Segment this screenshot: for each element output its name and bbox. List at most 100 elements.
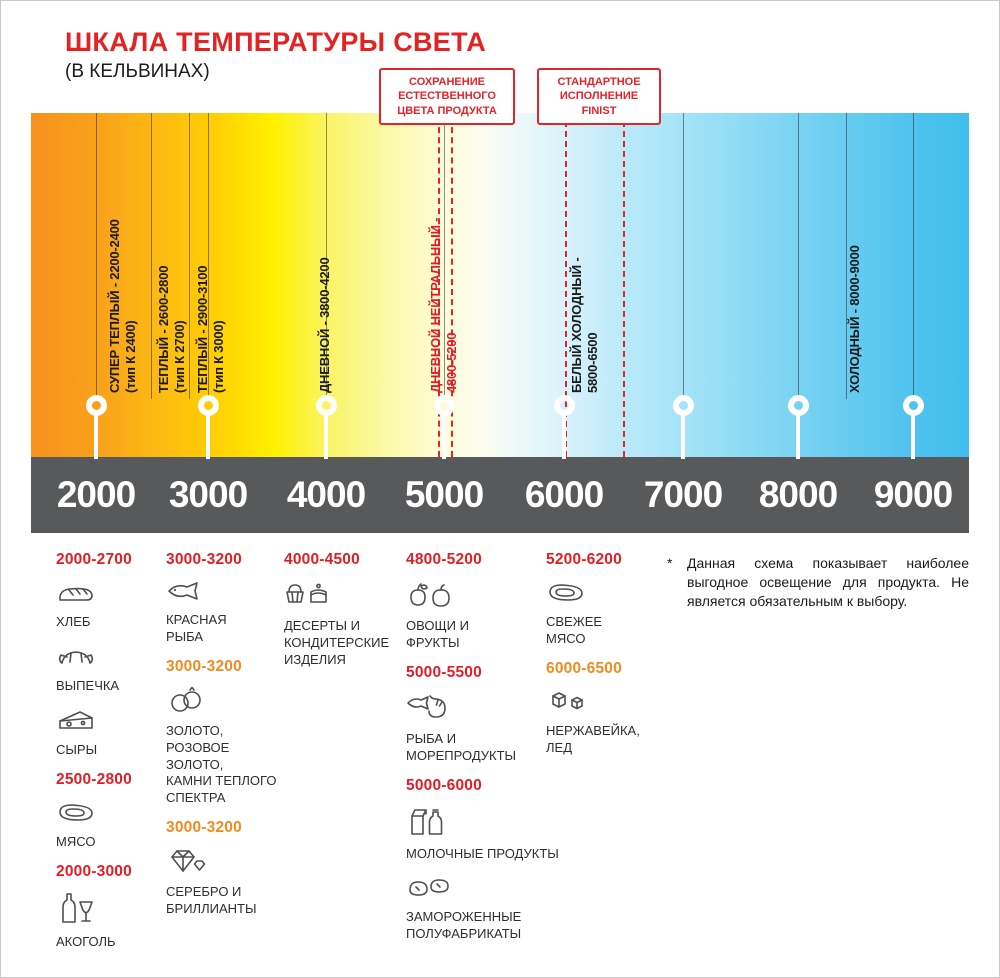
footnote-marker: * [667, 555, 673, 571]
legend-range: 6000-6500 [546, 659, 622, 677]
legend-item: ЗОЛОТО, РОЗОВОЕ ЗОЛОТО, КАМНИ ТЕПЛОГО СП… [166, 686, 278, 807]
legend-range: 2000-2700 [56, 551, 132, 568]
dashed-line-natural-color-right [451, 117, 453, 457]
legend-item-label: ЗАМОРОЖЕННЫЕ ПОЛУФАБРИКАТЫ [406, 909, 522, 942]
callout-line: ИСПОЛНЕНИЕ [559, 90, 639, 103]
legend-range: 3000-3200 [166, 819, 242, 837]
guide-line [798, 113, 799, 399]
legend-item-label: КРАСНАЯ РЫБА [166, 612, 227, 644]
legend-range: 3000-3200 [166, 657, 242, 675]
tick-5000: 5000 [404, 474, 484, 515]
legend-item-label: ХЛЕБ [56, 614, 91, 629]
tick-7000: 7000 [643, 474, 723, 515]
legend-range: 2500-2800 [56, 770, 132, 788]
rings-icon [166, 686, 278, 719]
page-title: ШКАЛА ТЕМПЕРАТУРЫ СВЕТА [65, 27, 487, 57]
legend-item: ОВОЩИ И ФРУКТЫ [406, 579, 566, 652]
legend-item-label: ЗОЛОТО, РОЗОВОЕ ЗОЛОТО, КАМНИ ТЕПЛОГО СП… [166, 722, 277, 806]
tick-8000: 8000 [758, 474, 838, 515]
pin-stem [681, 414, 685, 459]
legend-range: 2000-3000 [56, 862, 132, 880]
dashed-line-natural-color-left [438, 117, 440, 457]
diamond-icon [166, 847, 278, 880]
pin-stem [562, 414, 566, 459]
legend-item-label: ДЕСЕРТЫ И КОНДИТЕРСКИЕ ИЗДЕЛИЯ [284, 618, 390, 667]
tick-3000: 3000 [168, 474, 248, 515]
legend-column-3: 4000-4500 ДЕСЕРТЫ И КОНДИТЕРСКИЕ ИЗДЕЛИЯ [284, 551, 404, 681]
pin-stem [911, 414, 915, 459]
alcohol-icon [56, 891, 156, 930]
legend-group: 3000-3200 КРАСНАЯ РЫБА [166, 551, 278, 646]
legend-group: 2500-2800 МЯСО [56, 771, 156, 851]
pin-stem [94, 414, 98, 459]
guide-line [151, 113, 152, 399]
band-label-cold-white: БЕЛЫЙ ХОЛОДНЫЙ - 5800-6500 [569, 257, 600, 393]
ice-cubes-icon [546, 688, 658, 719]
guide-line [189, 113, 190, 399]
seafood-icon [406, 692, 566, 727]
guide-line [913, 113, 914, 399]
legend-item-label: МОЛОЧНЫЕ ПРОДУКТЫ [406, 845, 559, 861]
pin-stem [796, 414, 800, 459]
legend-item-label: СЫРЫ [56, 741, 98, 757]
scale-pin-icon [434, 395, 455, 416]
guide-line [846, 113, 847, 399]
band-label-warm-3000: ТЕПЛЫЙ - 2900-3100 (тип К 3000) [195, 265, 226, 393]
legend-column-2: 3000-3200 КРАСНАЯ РЫБА 3000-3200 ЗОЛОТО,… [166, 551, 278, 930]
legend-range: 3000-3200 [166, 551, 242, 568]
dashed-line-finist-right [623, 111, 625, 457]
desserts-icon [284, 579, 404, 614]
legend-group: 4800-5200 ОВОЩИ И ФРУКТЫ [406, 551, 566, 652]
legend-item: СВЕЖЕЕ МЯСО [546, 579, 658, 648]
tick-4000: 4000 [286, 474, 366, 515]
legend-range: 4000-4500 [284, 551, 360, 568]
callout-line: СОХРАНЕНИЕ [409, 76, 485, 88]
legend-item: РЫБА И МОРЕПРОДУКТЫ [406, 692, 566, 765]
legend-item: АКОГОЛЬ [56, 891, 156, 951]
scale-pin-icon [198, 395, 219, 416]
legend-item-label: СВЕЖЕЕ МЯСО [546, 614, 603, 646]
legend-item: ВЫПЕЧКА [56, 643, 156, 695]
legend-item-label: НЕРЖАВЕЙКА, ЛЕД [546, 722, 640, 755]
legend-item: ЗАМОРОЖЕННЫЕ ПОЛУФАБРИКАТЫ [406, 874, 566, 943]
legend-item-label: ОВОЩИ И ФРУКТЫ [406, 618, 469, 650]
pastry-icon [56, 643, 156, 674]
callout-line: ЦВЕТА ПРОДУКТА [397, 104, 497, 117]
callout-finist-standard: СТАНДАРТНОЕ ИСПОЛНЕНИЕ FINIST [537, 68, 661, 125]
footnote-text: Данная схема показывает наиболее выгодно… [687, 555, 969, 609]
footnote: * Данная схема показывает наиболее выгод… [667, 554, 969, 611]
legend-item: СЫРЫ [56, 707, 156, 759]
callout-line: СТАНДАРТНОЕ [557, 76, 641, 88]
guide-line [683, 113, 684, 399]
fresh-meat-icon [546, 579, 658, 610]
kelvin-gradient-bar [31, 113, 969, 457]
scale-axis-band [31, 457, 969, 533]
band-label-daylight: ДНЕВНОЙ - 3800-4200 [317, 257, 332, 393]
pin-stem [324, 414, 328, 459]
legend-range: 5000-6000 [406, 776, 482, 794]
legend-range: 5000-5500 [406, 663, 482, 681]
scale-pin-icon [903, 395, 924, 416]
legend-group: 2000-3000 АКОГОЛЬ [56, 863, 156, 951]
legend-item: ХЛЕБ [56, 579, 156, 631]
legend-range: 5200-6200 [546, 551, 622, 568]
legend-item: ДЕСЕРТЫ И КОНДИТЕРСКИЕ ИЗДЕЛИЯ [284, 579, 404, 669]
legend-item-label: ВЫПЕЧКА [56, 677, 120, 693]
legend-item: МЯСО [56, 799, 156, 851]
legend-group: 6000-6500 НЕРЖАВЕЙКА, ЛЕД [546, 660, 658, 757]
legend-column-4: 4800-5200 ОВОЩИ И ФРУКТЫ 5000-5500 РЫБА … [406, 551, 566, 955]
guide-line [208, 113, 209, 399]
legend-range: 4800-5200 [406, 551, 482, 568]
dashed-line-finist-left [565, 111, 567, 457]
page-subtitle: (В КЕЛЬВИНАХ) [65, 61, 210, 82]
vegetables-icon [406, 579, 566, 614]
band-label-daylight-neutral: ДНЕВНОЙ НЕЙТРАЛЬНЫЙ - 4800-5200 [428, 217, 459, 393]
legend-item-label: АКОГОЛЬ [56, 933, 116, 949]
scale-pin-icon [316, 395, 337, 416]
legend-column-5: 5200-6200 СВЕЖЕЕ МЯСО 6000-6500 НЕРЖАВЕЙ… [546, 551, 658, 769]
legend-group: 5200-6200 СВЕЖЕЕ МЯСО [546, 551, 658, 648]
legend-item-label: РЫБА И МОРЕПРОДУКТЫ [406, 730, 517, 763]
legend-group: 4000-4500 ДЕСЕРТЫ И КОНДИТЕРСКИЕ ИЗДЕЛИЯ [284, 551, 404, 669]
frozen-food-icon [406, 874, 566, 905]
